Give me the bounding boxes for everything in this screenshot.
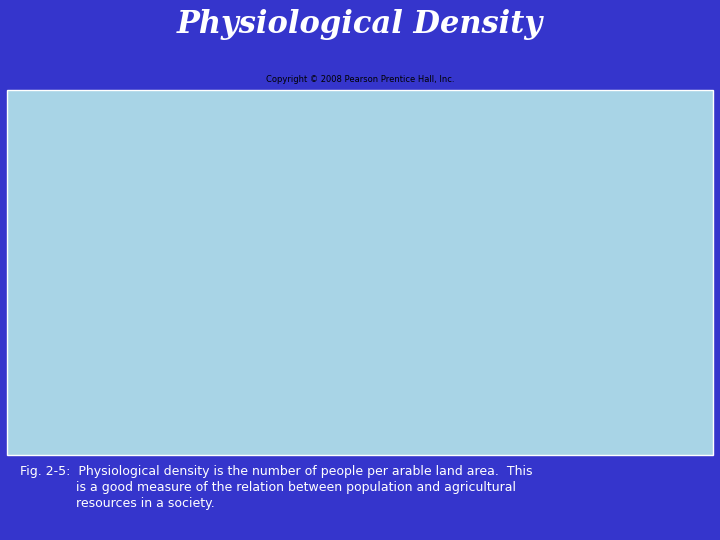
Text: Physiological Density: Physiological Density	[177, 10, 543, 40]
Text: Copyright © 2008 Pearson Prentice Hall, Inc.: Copyright © 2008 Pearson Prentice Hall, …	[266, 76, 454, 84]
Bar	[7, 90, 713, 455]
Text: Fig. 2-5:  Physiological density is the number of people per arable land area.  : Fig. 2-5: Physiological density is the n…	[20, 465, 533, 478]
Text: resources in a society.: resources in a society.	[20, 497, 215, 510]
Text: is a good measure of the relation between population and agricultural: is a good measure of the relation betwee…	[20, 481, 516, 494]
